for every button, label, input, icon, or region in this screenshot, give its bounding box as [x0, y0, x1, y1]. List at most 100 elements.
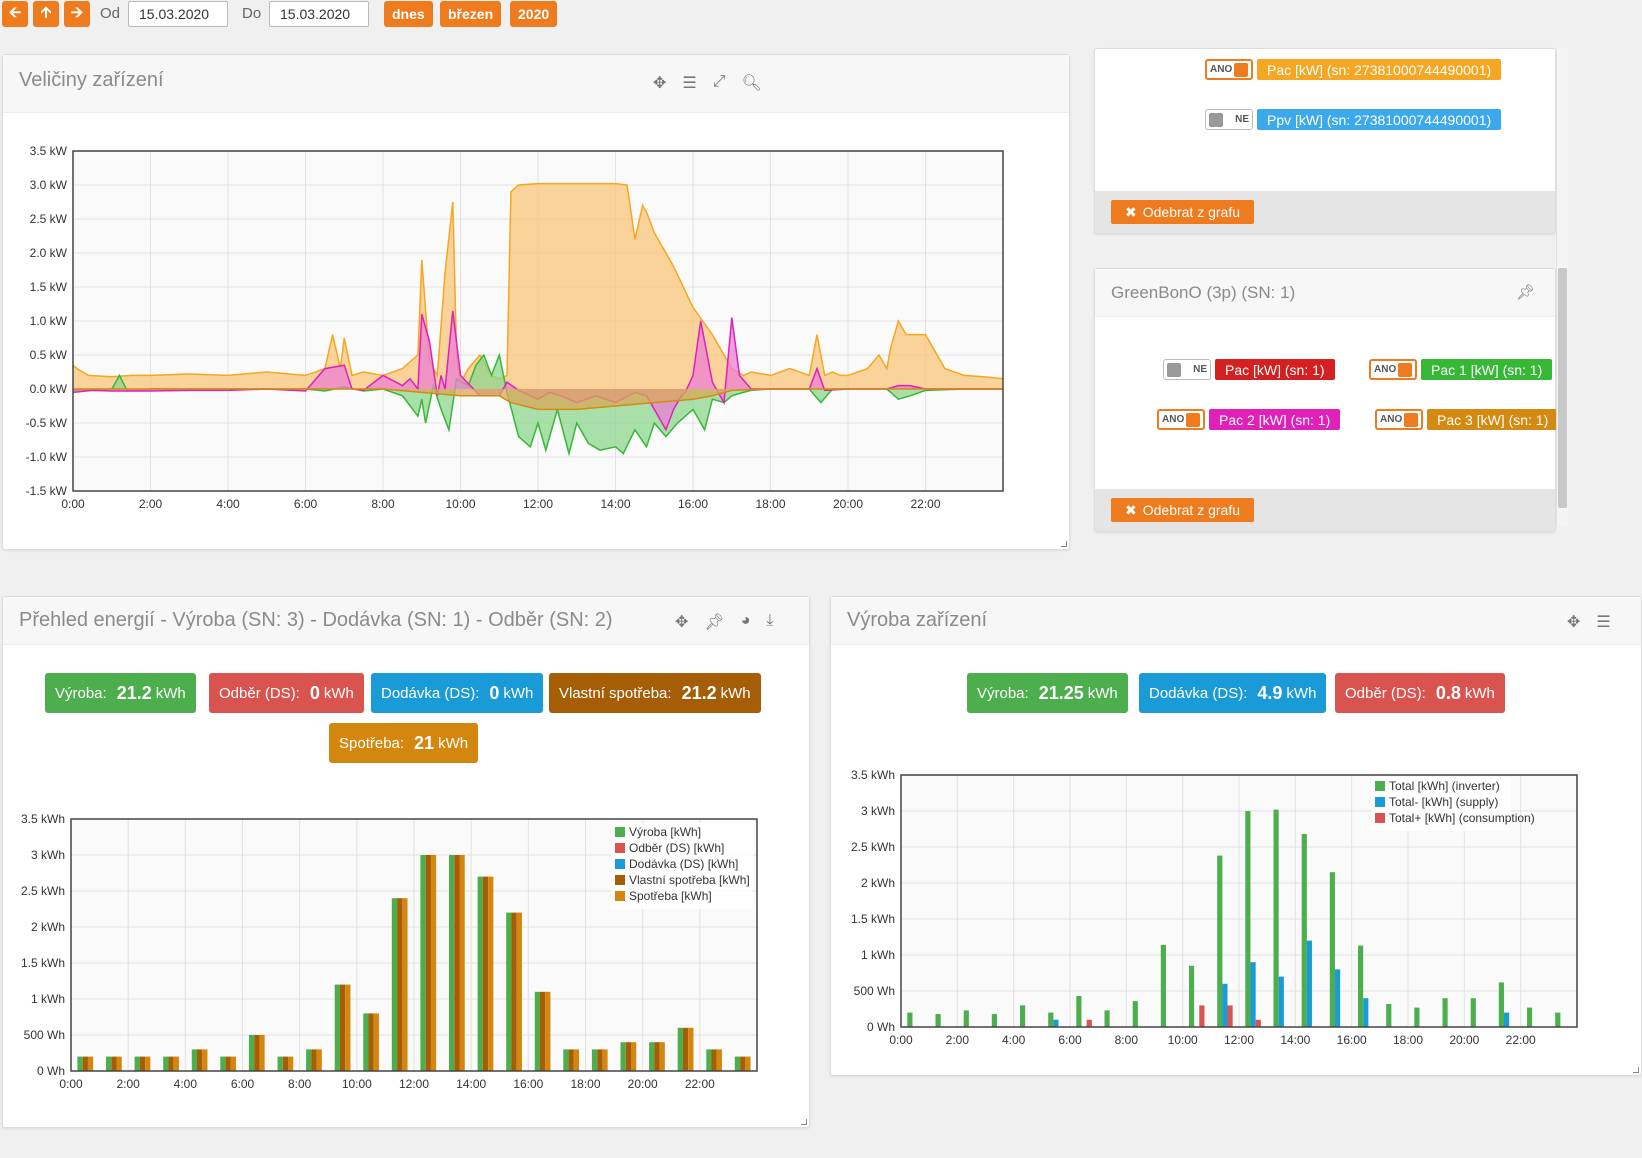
bar [259, 1035, 265, 1071]
next-day-button[interactable]: 🡪 [64, 1, 90, 27]
bar [1199, 1005, 1205, 1027]
series-tag[interactable]: Ppv [kW] (sn: 27381000744490001) [1257, 109, 1502, 130]
legend-label: Vlastní spotřeba [kWh] [629, 873, 750, 887]
panel-header: Přehled energií - Výroba (SN: 3) - Dodáv… [3, 597, 809, 645]
up-level-button[interactable]: 🡩 [33, 1, 59, 27]
series-tag[interactable]: Pac [kW] (sn: 1) [1215, 359, 1335, 380]
year-button[interactable]: 2020 [510, 1, 558, 27]
series-item-ppv-inverter: NE Ppv [kW] (sn: 27381000744490001) [1205, 109, 1502, 130]
bar [716, 1049, 722, 1071]
series-toggle[interactable]: ANO [1205, 59, 1253, 80]
bar [568, 1049, 574, 1071]
series-toggle[interactable]: ANO [1369, 359, 1417, 380]
download-icon[interactable]: ⤓ [766, 612, 774, 629]
legend-label: Total+ [kWh] (consumption) [1389, 811, 1535, 825]
bar [1222, 983, 1228, 1027]
x-tick-label: 4:00 [216, 497, 240, 511]
pin-icon[interactable]: 📌︎ [1515, 284, 1535, 301]
x-tick-label: 8:00 [288, 1077, 312, 1091]
bar [1358, 945, 1364, 1027]
y-tick-label: 1.0 kW [30, 314, 68, 328]
x-tick-label: 0:00 [61, 497, 85, 511]
bar [534, 991, 541, 1071]
y-tick-label: 1 kWh [31, 992, 65, 1006]
bar [368, 1013, 374, 1071]
series-area-0 [73, 183, 1003, 389]
resize-handle[interactable] [801, 1119, 807, 1125]
series-tag[interactable]: Pac 3 [kW] (sn: 1) [1427, 409, 1559, 430]
resize-handle[interactable] [1633, 1067, 1639, 1073]
x-tick-label: 20:00 [833, 497, 863, 511]
legend-box [1371, 777, 1511, 831]
remove-from-chart-button[interactable]: ✖ Odebrat z grafu [1111, 498, 1255, 522]
y-tick-label: 0.0 kW [30, 382, 68, 396]
month-button[interactable]: březen [440, 1, 502, 27]
bar [1414, 1007, 1420, 1027]
indent-icon[interactable]: ☰ [682, 75, 697, 92]
bar [991, 1014, 997, 1027]
resize-handle[interactable] [1061, 541, 1067, 547]
zoom-icon[interactable]: 🔍︎ [741, 75, 762, 92]
remove-from-chart-button[interactable]: ✖ Odebrat z grafu [1111, 200, 1255, 224]
from-date-input[interactable] [128, 1, 228, 27]
bar [540, 991, 546, 1071]
bar [625, 1042, 632, 1071]
pie-chart-icon[interactable]: ◕ [740, 612, 751, 629]
move-icon[interactable]: ✥ [1567, 614, 1581, 631]
bar [191, 1049, 198, 1071]
series-toggle[interactable]: NE [1163, 359, 1211, 380]
bar [1301, 834, 1307, 1027]
x-tick-label: 16:00 [678, 497, 708, 511]
x-tick-label: 2:00 [139, 497, 163, 511]
bar [631, 1042, 637, 1071]
bar [316, 1049, 322, 1071]
scrollbar-thumb[interactable] [1558, 268, 1567, 508]
bar [202, 1049, 208, 1071]
panel-title: Přehled energií - Výroba (SN: 3) - Dodáv… [19, 609, 613, 631]
y-tick-label: 3.5 kW [30, 144, 68, 158]
bar [1335, 969, 1341, 1027]
series-item-pac1: ANO Pac 1 [kW] (sn: 1) [1369, 359, 1553, 380]
legend-label: Dodávka (DS) [kWh] [629, 857, 738, 871]
indent-icon[interactable]: ☰ [1596, 614, 1611, 631]
bar [391, 898, 398, 1071]
bar [1504, 1012, 1510, 1027]
bar [82, 1056, 88, 1071]
bar [573, 1049, 580, 1071]
bar [254, 1035, 260, 1071]
move-icon[interactable]: ✥ [675, 614, 689, 631]
to-date-input[interactable] [269, 1, 369, 27]
expand-icon[interactable]: ⤢ [712, 73, 726, 90]
bar [1498, 982, 1504, 1027]
y-tick-label: 2.5 kWh [21, 884, 65, 898]
bar [1104, 1010, 1110, 1027]
series-tag[interactable]: Pac 2 [kW] (sn: 1) [1209, 409, 1341, 430]
bar [1076, 996, 1082, 1027]
bar [225, 1056, 231, 1071]
summary-production: Výroba: 21.25 kWh [967, 673, 1128, 713]
bar [106, 1056, 112, 1071]
series-tag[interactable]: Pac [kW] (sn: 27381000744490001) [1257, 59, 1502, 80]
bar [87, 1056, 94, 1071]
legend-swatch [615, 827, 625, 837]
series-tag[interactable]: Pac 1 [kW] (sn: 1) [1421, 359, 1553, 380]
pin-icon[interactable]: 📌︎ [704, 614, 725, 631]
panel-title: Veličiny zařízení [19, 69, 164, 91]
power-area-chart: -1.5 kW -1.0 kW -0.5 kW 0.0 kW 0.5 kW 1.0 kW 1… [26, 144, 1004, 511]
series-toggle[interactable]: NE [1205, 109, 1253, 130]
bar [745, 1056, 751, 1071]
bar [163, 1056, 169, 1071]
series-toggle[interactable]: ANO [1375, 409, 1423, 430]
panel-footer: ✖ Odebrat z grafu [1095, 191, 1555, 233]
bar [1555, 1012, 1561, 1027]
move-icon[interactable]: ✥ [653, 75, 667, 92]
summary-consumption-ds: Odběr (DS): 0.8 kWh [1335, 673, 1505, 713]
y-tick-label: 0.5 kW [30, 348, 68, 362]
previous-day-button[interactable]: 🡨 [2, 1, 28, 27]
bar [139, 1056, 146, 1071]
series-toggle[interactable]: ANO [1157, 409, 1205, 430]
greenbono-panel: GreenBonO (3p) (SN: 1) 📌︎ NE Pac [kW] (s… [1094, 268, 1559, 532]
right-column-scrollbar[interactable] [1556, 48, 1568, 526]
today-button[interactable]: dnes [384, 1, 433, 27]
bar [459, 855, 465, 1071]
